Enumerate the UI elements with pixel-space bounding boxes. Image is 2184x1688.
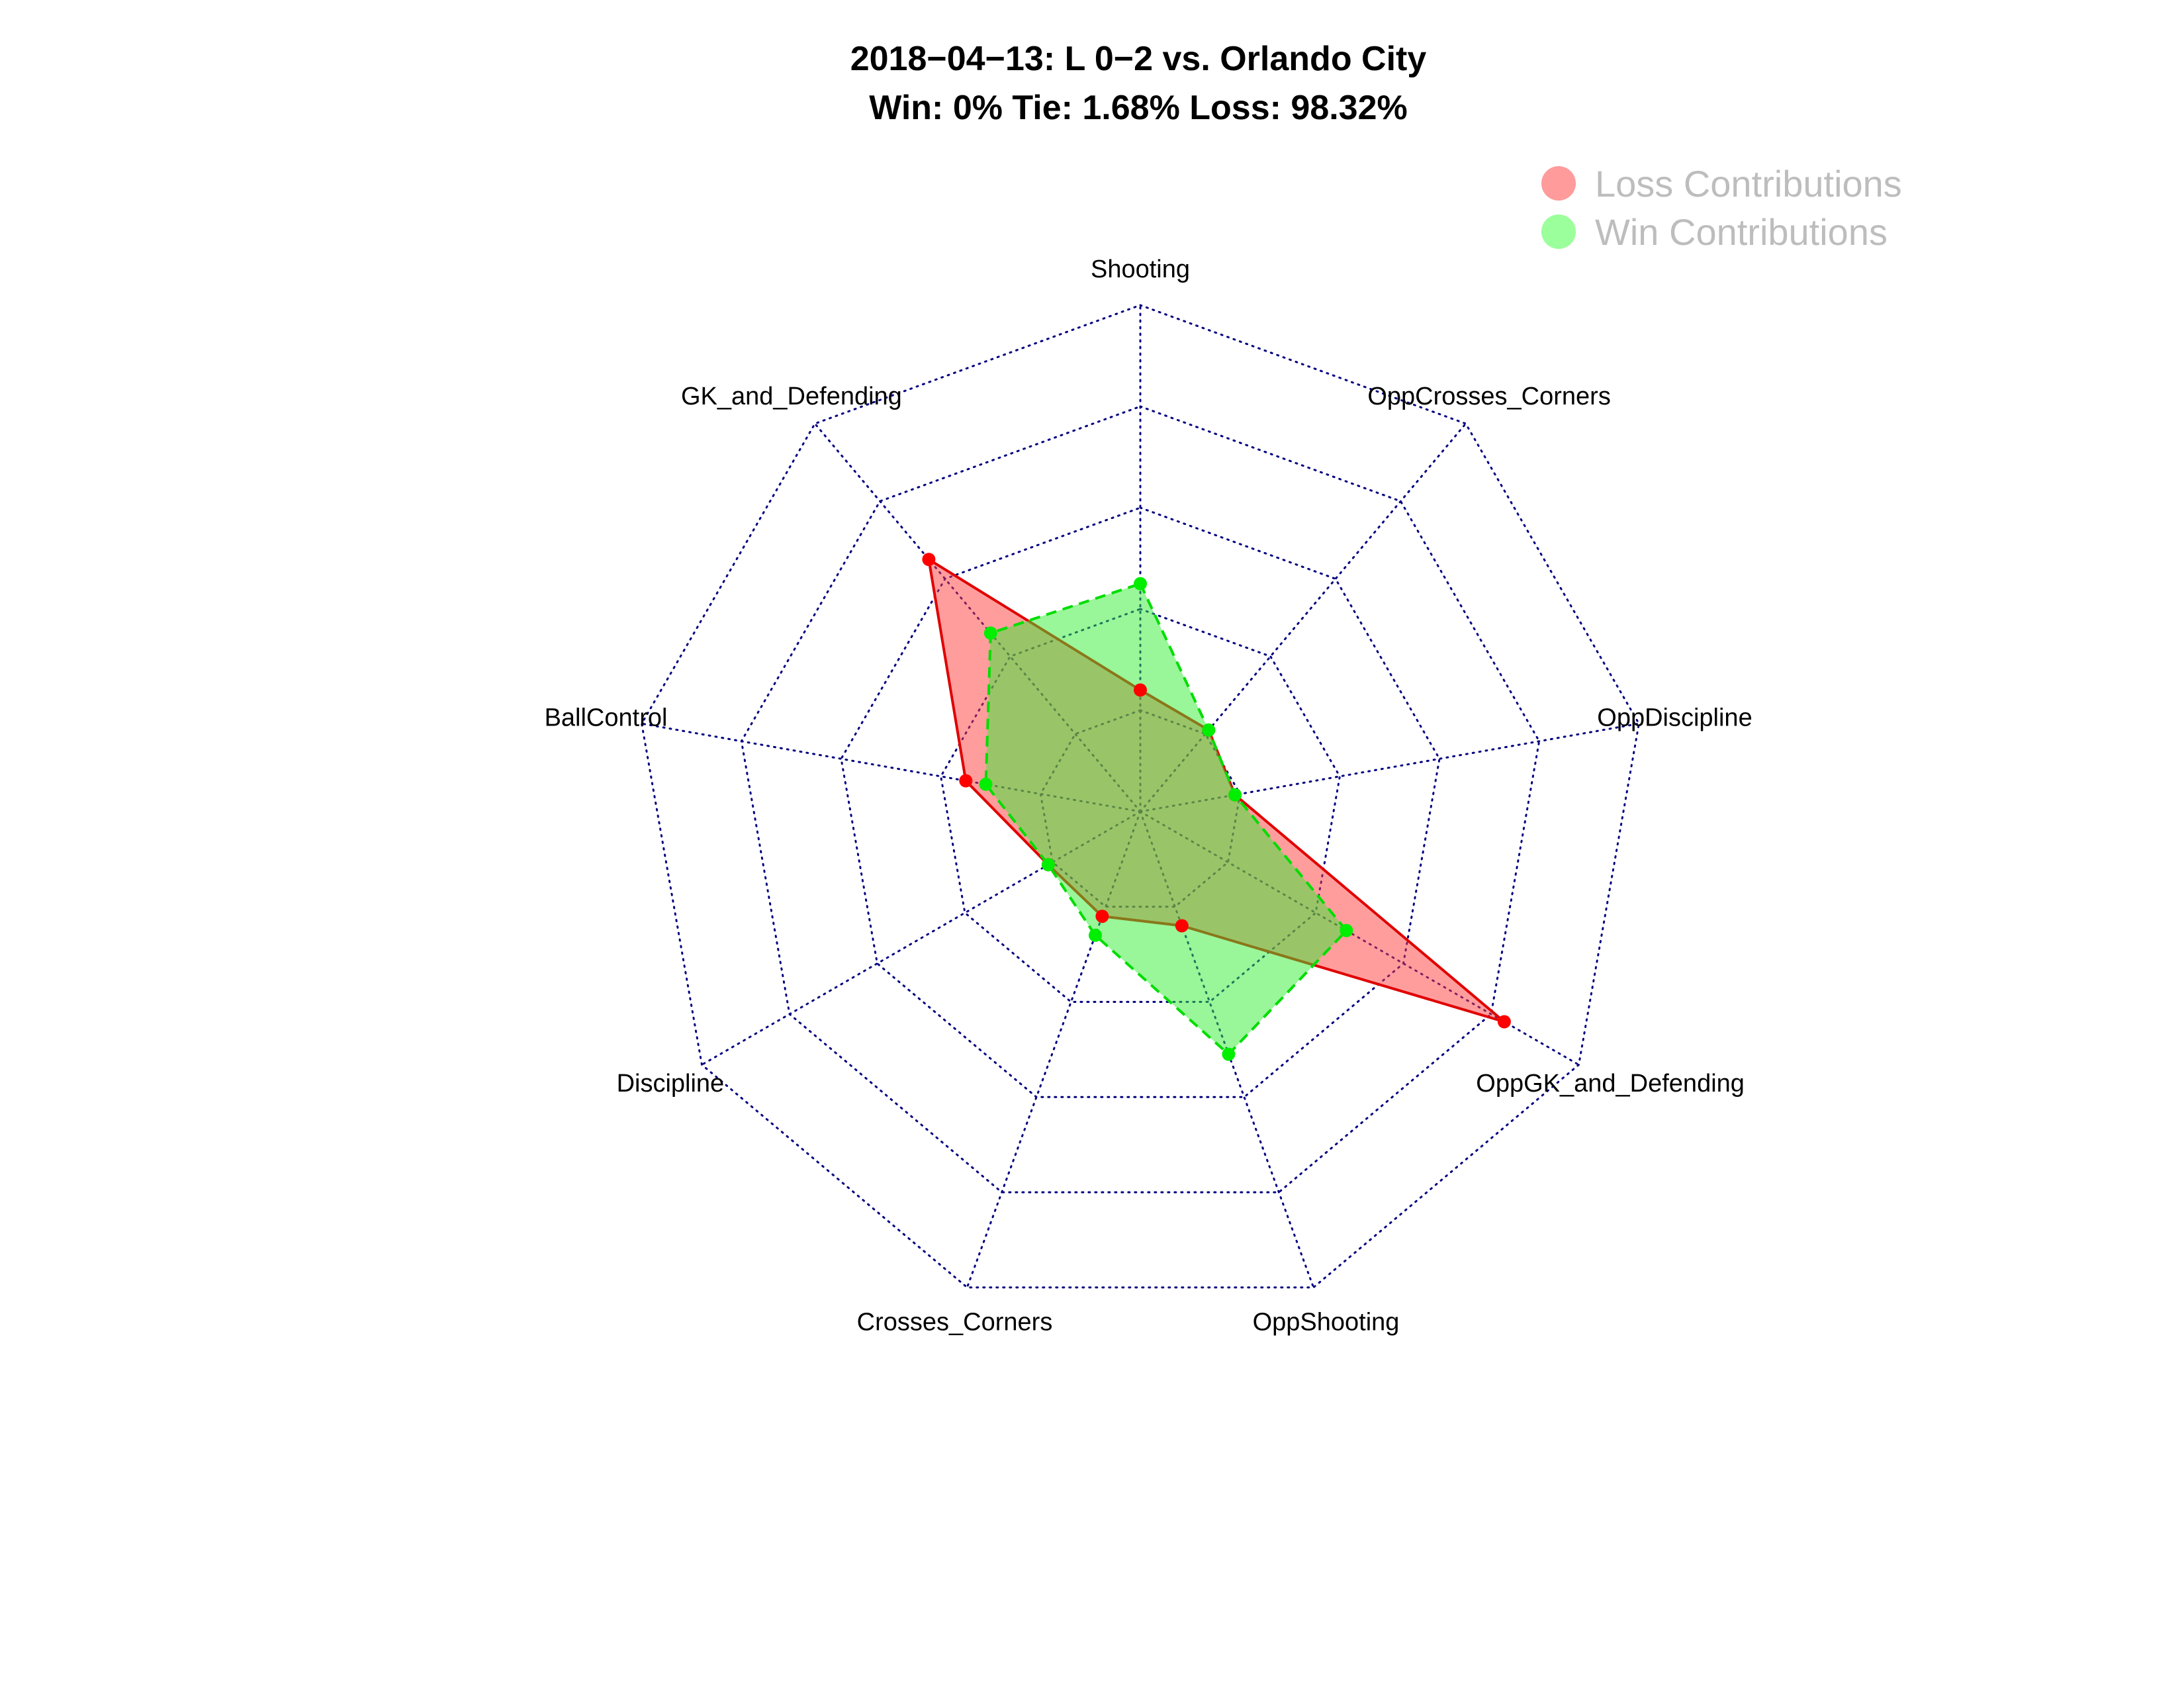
point-win-OppShooting [1222, 1047, 1236, 1061]
chart-title: 2018−04−13: L 0−2 vs. Orlando City [850, 40, 1427, 78]
point-loss-Crosses_Corners [1095, 910, 1109, 923]
legend-marker-win [1541, 214, 1576, 249]
radar-series [922, 553, 1511, 1061]
axis-label-OppDiscipline: OppDiscipline [1597, 704, 1752, 732]
axis-label-BallControl: BallControl [545, 704, 668, 732]
point-loss-GK_and_Defending [922, 553, 936, 567]
point-loss-OppShooting [1175, 919, 1189, 933]
point-win-GK_and_Defending [983, 626, 997, 640]
axis-label-Crosses_Corners: Crosses_Corners [857, 1309, 1053, 1336]
grid-ring [740, 405, 1541, 1194]
legend-marker-loss [1541, 166, 1576, 201]
grid-spoke [641, 722, 1142, 813]
grid-spoke [1139, 422, 1467, 813]
legend-label-loss: Loss Contributions [1595, 163, 1902, 205]
legend: Loss Contributions Win Contributions [1541, 163, 1902, 253]
point-win-OppGK_and_Defending [1340, 923, 1353, 937]
point-win-Crosses_Corners [1089, 928, 1102, 942]
grid-spoke [966, 810, 1142, 1289]
series-area-win [984, 582, 1349, 1056]
grid-ring [840, 506, 1441, 1098]
axis-label-OppCrosses_Corners: OppCrosses_Corners [1367, 383, 1610, 410]
point-loss-OppGK_and_Defending [1497, 1015, 1511, 1029]
chart-subtitle: Win: 0% Tie: 1.68% Loss: 98.32% [869, 89, 1408, 127]
point-win-OppDiscipline [1228, 788, 1242, 802]
grid-spoke [1139, 722, 1640, 813]
axis-labels: Shooting OppCrosses_Corners OppDiscipline O… [545, 256, 1752, 1336]
point-loss-BallControl [959, 774, 973, 788]
axis-label-Discipline: Discipline [617, 1070, 725, 1098]
axis-label-OppGK_and_Defending: OppGK_and_Defending [1476, 1070, 1745, 1098]
axis-label-OppShooting: OppShooting [1253, 1309, 1400, 1336]
point-win-Shooting [1134, 577, 1147, 590]
point-win-OppCrosses_Corners [1202, 723, 1216, 737]
legend-label-win: Win Contributions [1595, 211, 1888, 253]
point-win-BallControl [979, 777, 993, 791]
axis-label-GK_and_Defending: GK_and_Defending [681, 383, 902, 410]
point-win-Discipline [1041, 858, 1055, 872]
axis-label-Shooting: Shooting [1091, 256, 1190, 283]
point-loss-Shooting [1134, 683, 1147, 697]
grid-spoke [700, 810, 1142, 1066]
